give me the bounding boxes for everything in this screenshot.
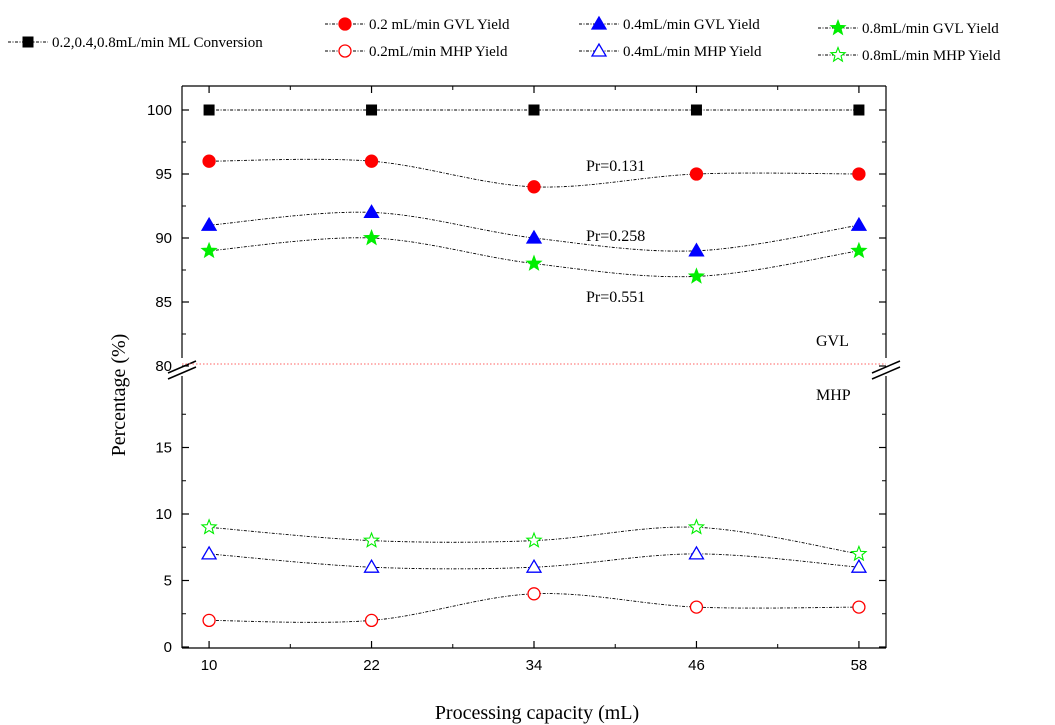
region-label-mhp: MHP [816,387,851,404]
data-point [528,104,540,116]
y-tick-label: 10 [155,506,172,523]
right-axis-break-mark [871,360,901,374]
data-point [362,228,381,246]
pr-annotation: Pr=0.551 [586,289,645,306]
data-point [200,241,218,259]
y-tick-label: 80 [155,358,172,375]
data-point [850,241,868,259]
y-tick-label: 100 [147,102,172,119]
data-point [689,600,704,614]
legend-item: 0.8mL/min GVL Yield [818,18,999,37]
data-point [527,587,541,601]
data-point [366,104,378,116]
legend-label: 0.4mL/min GVL Yield [623,17,760,33]
data-point [363,204,380,219]
data-point [362,531,381,548]
data-point [688,545,705,560]
legend-marker [829,18,847,36]
y-tick-label: 0 [164,639,172,656]
data-point [850,544,868,562]
series-line-3 [209,211,859,252]
data-point [690,104,702,116]
legend-item: 0.4mL/min GVL Yield [579,15,760,33]
legend: 0.2,0.4,0.8mL/min ML Conversion 0.2 mL/mi… [8,15,1001,64]
legend-marker [22,36,34,48]
legend-label: 0.2,0.4,0.8mL/min ML Conversion [52,35,263,51]
legend-label: 0.2mL/min MHP Yield [369,44,508,60]
data-point [525,254,543,271]
legend-label: 0.8mL/min MHP Yield [862,48,1001,64]
legend-item: 0.8mL/min MHP Yield [818,45,1001,64]
data-point [364,154,379,168]
region-label-gvl: GVL [816,333,849,350]
x-tick-label: 34 [526,657,543,674]
x-tick-label: 10 [201,657,218,674]
pr-annotation: Pr=0.258 [586,228,645,245]
legend-marker [590,42,608,57]
legend-label: 0.8mL/min GVL Yield [862,21,999,37]
plot-area: 10 22 34 46 58 0 5 10 15 80 85 90 95 100 Pr=0.131 Pr=0.… [147,85,901,674]
data-point [852,600,866,614]
legend-marker [338,44,352,58]
legend-item: 0.4mL/min MHP Yield [579,42,762,60]
y-tick-label: 85 [155,294,172,311]
data-point [527,180,541,194]
data-point [525,531,543,548]
x-tick-label: 58 [851,657,868,674]
legend-marker [338,17,352,31]
data-point [200,518,218,535]
y-tick-label: 15 [155,440,172,457]
data-point [850,216,868,231]
data-point [203,104,215,116]
data-point [689,167,704,181]
data-point [363,558,380,573]
right-axis-break-mark [871,366,901,380]
legend-label: 0.4mL/min MHP Yield [623,44,762,60]
series-line-6 [209,526,859,555]
y-tick-label: 90 [155,230,172,247]
y-tick-label: 95 [155,166,172,183]
left-axis-break-mark [167,360,197,374]
data-point [364,613,379,628]
legend-item: 0.2,0.4,0.8mL/min ML Conversion [8,35,263,51]
series-line-4 [209,553,859,570]
series-line-5 [209,237,859,278]
x-axis-title: Processing capacity (mL) [435,702,639,724]
data-point [202,613,216,628]
data-point [200,216,218,231]
legend-item: 0.2 mL/min GVL Yield [325,17,510,33]
pr-annotation: Pr=0.131 [586,158,645,175]
legend-marker [590,15,608,30]
data-point [687,267,706,284]
data-point [850,558,868,573]
data-point [525,229,543,244]
x-tick-label: 46 [688,657,705,674]
data-point [687,518,706,535]
data-point [688,242,705,257]
data-point [852,167,866,181]
data-point [200,545,218,560]
y-axis-title: Percentage (%) [108,334,130,457]
data-point [202,154,216,168]
legend-label: 0.2 mL/min GVL Yield [369,17,510,33]
data-point [853,104,865,116]
legend-item: 0.2mL/min MHP Yield [325,44,508,60]
left-axis-break-mark [167,366,197,380]
data-point [525,558,543,573]
y-tick-label: 5 [164,573,172,590]
legend-marker [829,45,847,63]
x-tick-label: 22 [363,657,380,674]
